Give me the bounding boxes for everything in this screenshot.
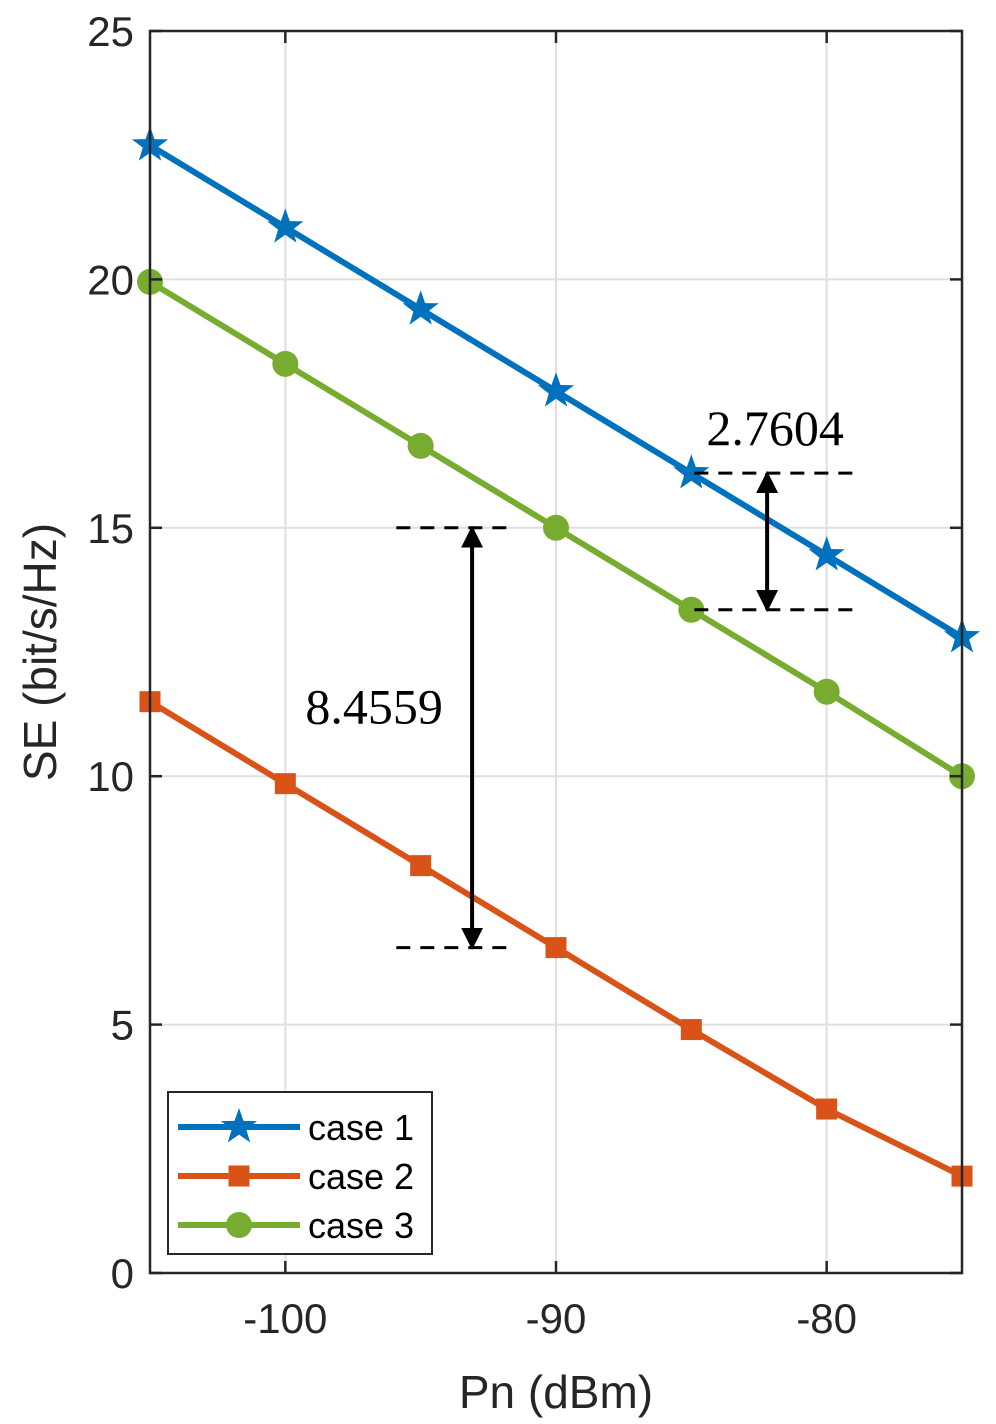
legend-marker-case-2 xyxy=(228,1165,250,1187)
data-point-case-2 xyxy=(545,937,567,959)
legend-marker-case-3 xyxy=(226,1212,252,1238)
y-tick-label: 10 xyxy=(87,753,134,800)
legend-label-case-1: case 1 xyxy=(308,1107,414,1148)
axes: -100 -90 -80 0 5 10 15 20 25 Pn (dBm) SE (bit/s/Hz… xyxy=(14,8,964,1418)
x-tick-label: -90 xyxy=(526,1295,587,1342)
annotations: 2.7604 8.4559 xyxy=(305,400,862,950)
annotation-label: 8.4559 xyxy=(305,679,443,735)
y-tick-label: 15 xyxy=(87,505,134,552)
data-point-case-3 xyxy=(678,596,705,623)
data-point-case-3 xyxy=(813,678,840,705)
data-point-case-3 xyxy=(543,514,569,541)
series-layer xyxy=(131,126,981,1187)
grid xyxy=(150,30,962,1274)
data-point-case-2 xyxy=(680,1019,702,1041)
data-point-case-2 xyxy=(816,1098,838,1120)
legend-label-case-3: case 3 xyxy=(308,1205,414,1246)
data-point-case-1 xyxy=(808,536,845,571)
y-axis-label: SE (bit/s/Hz) xyxy=(14,523,66,781)
y-tick-label: 25 xyxy=(87,8,134,55)
data-point-case-1 xyxy=(402,290,439,325)
data-point-case-1 xyxy=(673,454,710,489)
legend: case 1 case 2 case 3 xyxy=(167,1091,433,1255)
data-point-case-2 xyxy=(274,773,296,795)
y-tick-label: 5 xyxy=(111,1002,134,1049)
x-tick-label: -100 xyxy=(243,1295,327,1342)
data-point-case-3 xyxy=(272,350,299,377)
x-axis-label: Pn (dBm) xyxy=(459,1366,653,1418)
data-point-case-1 xyxy=(267,208,304,243)
annotation-label: 2.7604 xyxy=(706,400,844,456)
legend-label-case-2: case 2 xyxy=(308,1156,414,1197)
data-point-case-1 xyxy=(537,372,575,407)
y-tick-label: 20 xyxy=(87,256,134,303)
data-point-case-3 xyxy=(407,432,434,459)
data-point-case-2 xyxy=(410,855,432,877)
y-tick-label: 0 xyxy=(111,1250,134,1297)
x-tick-label: -80 xyxy=(796,1295,857,1342)
legend-marker-case-1 xyxy=(220,1108,258,1143)
